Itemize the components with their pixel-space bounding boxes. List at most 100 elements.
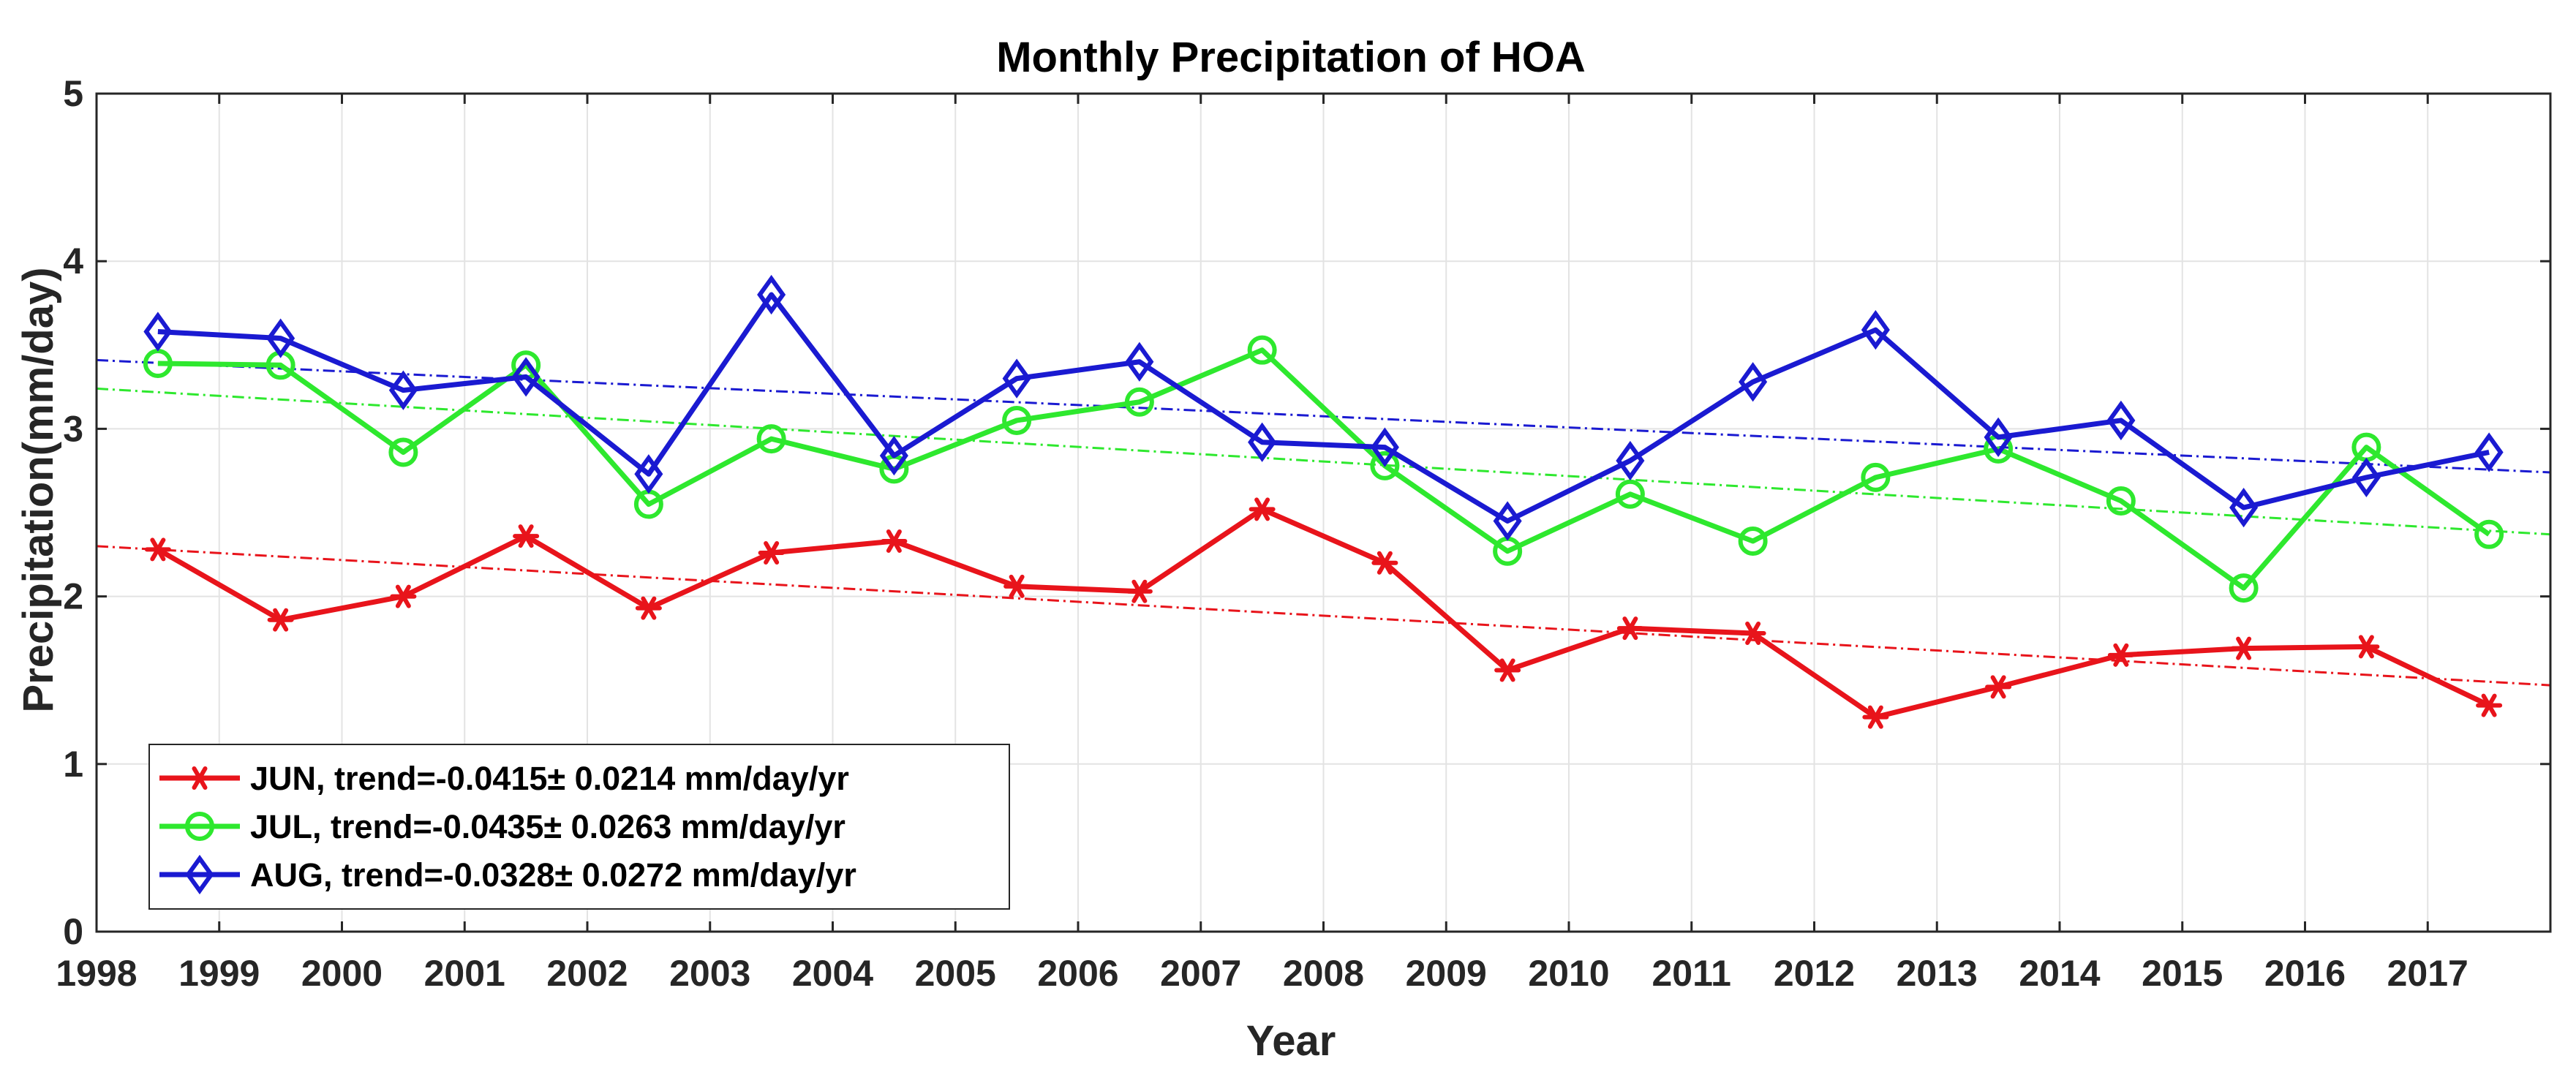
jul-point xyxy=(1002,405,1032,435)
x-tick-label: 2014 xyxy=(2019,953,2100,994)
x-tick-label: 2013 xyxy=(1897,953,1978,994)
jun-point xyxy=(2476,693,2503,717)
jun-point xyxy=(1616,616,1643,641)
aug-line xyxy=(157,292,2490,524)
jul-point xyxy=(1247,335,1277,365)
aug-point xyxy=(1370,427,1399,467)
x-tick-label: 2005 xyxy=(915,953,996,994)
x-tick-labels: 1998 1999 2000 2001 2002 2003 2004 2005 2006 2007… xyxy=(56,94,2468,994)
jul-point xyxy=(2474,519,2504,549)
jun-point xyxy=(1003,574,1031,598)
jun-point xyxy=(1494,658,1521,682)
y-tick-label: 1 xyxy=(63,744,83,785)
x-tick-label: 2010 xyxy=(1528,953,1609,994)
jun-point xyxy=(390,584,417,608)
jul-point xyxy=(756,424,786,454)
aug-point xyxy=(1493,501,1522,541)
y-tick-label: 5 xyxy=(63,73,83,114)
legend-box xyxy=(148,744,1010,910)
legend: JUN, trend=-0.0415± 0.0214 mm/day/yr JUL,… xyxy=(148,744,1010,910)
jun-point xyxy=(1126,579,1153,603)
jun-point xyxy=(1862,705,1889,729)
y-tick-label: 0 xyxy=(63,911,83,952)
legend-entry-jul: JUL, trend=-0.0435± 0.0263 mm/day/yr xyxy=(159,808,846,845)
jun-point xyxy=(513,524,540,548)
aug-point xyxy=(2229,487,2259,528)
legend-marker-aug xyxy=(185,854,214,895)
data-series xyxy=(143,274,2504,729)
aug-point xyxy=(143,312,173,352)
x-axis-title: Year xyxy=(1246,1017,1336,1065)
jun-series xyxy=(144,497,2503,729)
aug-point xyxy=(1002,358,1031,399)
x-tick-label: 2001 xyxy=(424,953,505,994)
jul-point xyxy=(1861,462,1891,492)
aug-point xyxy=(1125,341,1154,382)
legend-label-jun: JUN, trend=-0.0415± 0.0214 mm/day/yr xyxy=(250,760,849,797)
aug-point xyxy=(1248,422,1277,462)
legend-marker-jun xyxy=(187,766,213,790)
aug-series xyxy=(143,274,2504,541)
jul-point xyxy=(1370,450,1400,480)
aug-point xyxy=(757,274,786,315)
x-tick-label: 2003 xyxy=(669,953,750,994)
y-tick-label: 3 xyxy=(63,408,83,449)
aug-point xyxy=(1861,310,1890,350)
x-tick-label: 2006 xyxy=(1037,953,1118,994)
y-tick-label: 4 xyxy=(63,241,83,282)
x-tick-label: 2007 xyxy=(1160,953,1241,994)
legend-entry-jun: JUN, trend=-0.0415± 0.0214 mm/day/yr xyxy=(159,760,849,797)
x-tick-label: 2002 xyxy=(546,953,628,994)
aug-point xyxy=(2474,432,2504,472)
y-tick-label: 2 xyxy=(63,576,83,617)
jun-point xyxy=(1249,497,1276,521)
jun-point xyxy=(1985,675,2012,699)
jul-point xyxy=(1738,526,1768,556)
jul-point xyxy=(2229,573,2259,603)
aug-point xyxy=(1984,417,2013,457)
jul-point xyxy=(1124,387,1154,417)
jun-point xyxy=(1739,622,1766,646)
jun-trend-line xyxy=(96,545,2551,687)
x-tick-label: 2012 xyxy=(1774,953,1855,994)
jun-point xyxy=(2230,636,2257,660)
jun-point xyxy=(1371,551,1398,575)
y-axis-title: Precipitation(mm/day) xyxy=(15,267,62,712)
legend-label-aug: AUG, trend=-0.0328± 0.0272 mm/day/yr xyxy=(250,856,856,894)
x-tick-label: 2017 xyxy=(2387,953,2468,994)
y-tick-labels: 0 1 2 3 4 5 xyxy=(63,73,2550,952)
legend-entry-aug: AUG, trend=-0.0328± 0.0272 mm/day/yr xyxy=(159,854,856,895)
jul-point xyxy=(388,437,418,467)
x-tick-label: 2011 xyxy=(1652,953,1731,994)
legend-label-jul: JUL, trend=-0.0435± 0.0263 mm/day/yr xyxy=(250,808,846,845)
jun-line xyxy=(157,506,2490,720)
jun-point xyxy=(267,608,294,632)
aug-point xyxy=(2106,400,2136,441)
aug-point xyxy=(266,318,295,358)
x-tick-label: 2015 xyxy=(2142,953,2223,994)
jun-point xyxy=(144,537,171,562)
aug-point xyxy=(2351,457,2381,498)
aug-point xyxy=(1739,362,1768,402)
aug-point xyxy=(1616,440,1645,481)
jun-point xyxy=(758,541,785,565)
aug-point xyxy=(511,357,541,397)
jul-trend-line xyxy=(96,387,2551,536)
chart-title: Monthly Precipitation of HOA xyxy=(996,34,1586,81)
jun-point xyxy=(881,529,908,553)
x-tick-label: 2008 xyxy=(1283,953,1364,994)
x-tick-label: 1998 xyxy=(56,953,137,994)
jul-point xyxy=(1615,479,1645,509)
jul-point xyxy=(2106,486,2136,516)
legend-marker-jul xyxy=(185,812,214,841)
jun-point xyxy=(2353,635,2380,659)
x-tick-label: 2004 xyxy=(792,953,873,994)
jun-point xyxy=(635,596,662,620)
aug-point xyxy=(634,454,663,494)
x-tick-label: 1999 xyxy=(178,953,260,994)
x-tick-label: 2009 xyxy=(1406,953,1487,994)
aug-point xyxy=(388,370,418,410)
jun-point xyxy=(2107,643,2134,667)
aug-point xyxy=(879,435,908,476)
